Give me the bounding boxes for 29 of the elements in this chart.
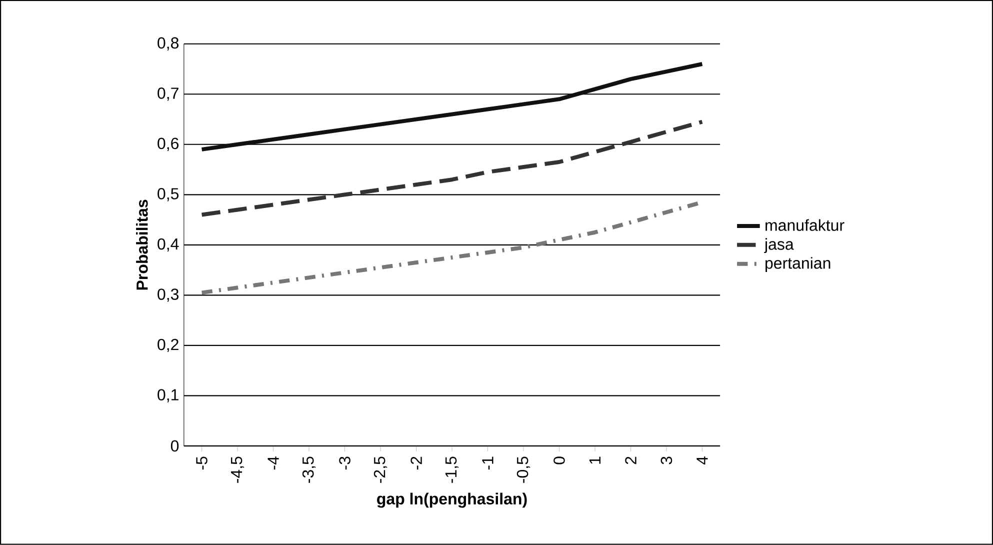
y-axis-title: Probabilitas xyxy=(136,200,148,290)
x-tick-label: -2 xyxy=(410,456,422,470)
y-tick-label: 0,8 xyxy=(158,37,179,51)
x-tick-label: -3 xyxy=(339,456,350,470)
legend-label: manufaktur xyxy=(766,219,844,231)
x-tick-label: -4,5 xyxy=(231,456,244,483)
x-tick-label: 1 xyxy=(589,456,600,464)
y-tick-label: 0,5 xyxy=(158,188,179,202)
x-tick-label: 4 xyxy=(696,456,708,465)
y-tick-label: 0,4 xyxy=(158,238,179,252)
x-tick-label: 2 xyxy=(625,456,636,464)
y-tick-label: 0,2 xyxy=(158,338,178,352)
y-tick-label: 0,3 xyxy=(158,288,179,302)
x-tick-label: -3,5 xyxy=(302,456,316,483)
x-tick-label: -5 xyxy=(196,456,208,470)
y-tick-label: 0,1 xyxy=(158,389,178,402)
x-tick-label: -4 xyxy=(268,456,279,470)
x-tick-label: -2,5 xyxy=(374,456,388,483)
x-tick-label: -0,5 xyxy=(516,456,530,483)
x-tick-label: 3 xyxy=(660,456,672,464)
x-tick-label: 0 xyxy=(554,456,565,464)
y-tick-label: 0,6 xyxy=(158,138,179,152)
legend-label: pertanian xyxy=(766,257,830,272)
x-tick-label: -1 xyxy=(482,456,494,470)
x-axis-title: gap ln(penghasilan) xyxy=(377,492,527,508)
legend-label: jasa xyxy=(764,238,794,254)
y-tick-label: 0 xyxy=(170,440,179,452)
x-tick-label: -1,5 xyxy=(445,456,459,483)
y-tick-label: 0,7 xyxy=(158,88,178,101)
